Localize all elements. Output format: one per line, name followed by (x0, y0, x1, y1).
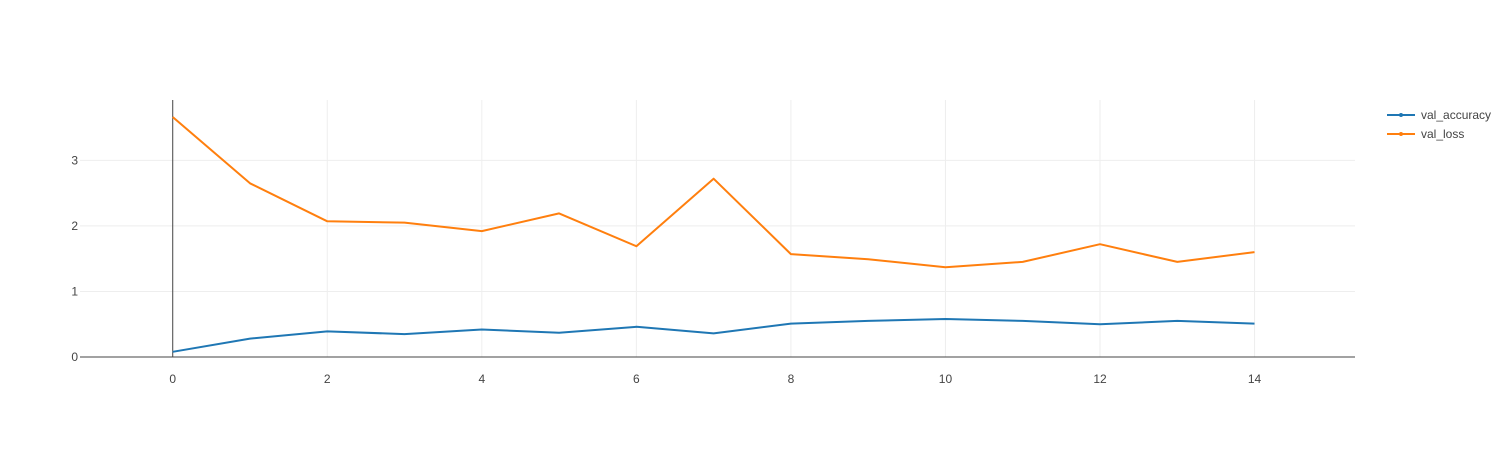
y-tick-label: 1 (71, 284, 78, 298)
x-tick-labels: 0 2 4 6 8 10 12 14 (169, 372, 1261, 386)
grid-lines (80, 100, 1355, 357)
y-tick-label: 2 (71, 219, 78, 233)
x-tick-label: 12 (1093, 372, 1107, 386)
y-tick-label: 0 (71, 350, 78, 364)
x-tick-label: 14 (1248, 372, 1262, 386)
x-tick-label: 4 (478, 372, 485, 386)
legend-marker (1399, 113, 1403, 117)
axes (80, 100, 1355, 358)
x-tick-label: 2 (324, 372, 331, 386)
legend[interactable]: val_accuracy val_loss (1387, 108, 1491, 141)
legend-marker (1399, 132, 1403, 136)
series-line-val-loss[interactable] (172, 116, 1255, 269)
x-tick-label: 0 (169, 372, 176, 386)
x-tick-label: 8 (788, 372, 795, 386)
x-tick-label: 10 (939, 372, 953, 386)
legend-item-val-accuracy[interactable]: val_accuracy (1387, 108, 1491, 122)
legend-item-val-loss[interactable]: val_loss (1387, 127, 1464, 141)
y-tick-labels: 0 1 2 3 (71, 153, 78, 364)
legend-label: val_accuracy (1421, 108, 1491, 122)
legend-label: val_loss (1421, 127, 1464, 141)
y-tick-label: 3 (71, 153, 78, 167)
series-lines (172, 116, 1255, 353)
x-tick-label: 6 (633, 372, 640, 386)
series-line-val-accuracy[interactable] (172, 318, 1255, 353)
